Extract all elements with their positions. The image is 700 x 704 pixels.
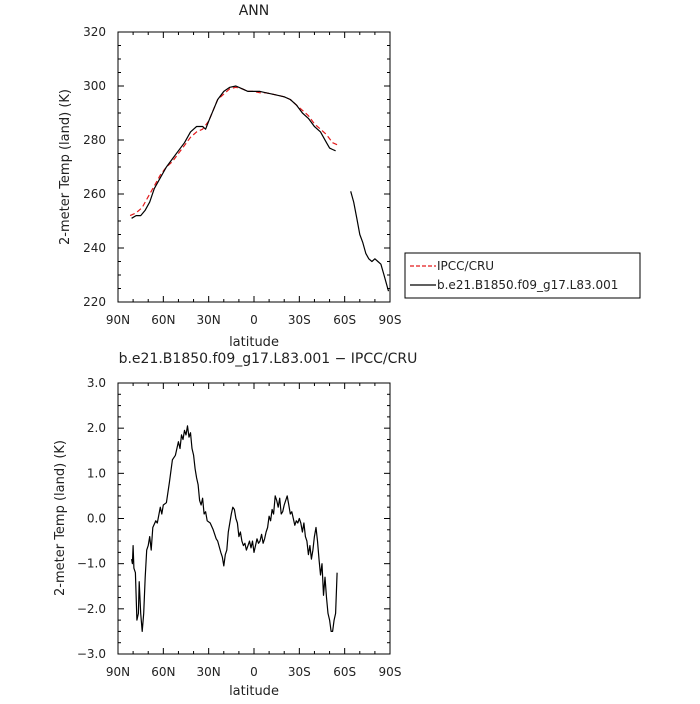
panel2-plot-frame bbox=[117, 382, 391, 655]
x-tick-label: 60N bbox=[151, 665, 175, 679]
series-line-ipcc-cru-0 bbox=[129, 86, 339, 217]
x-tick-label: 0 bbox=[250, 313, 258, 327]
x-tick-label: 90N bbox=[106, 665, 130, 679]
panel2-series-lines bbox=[131, 425, 338, 633]
x-tick-label: 0 bbox=[250, 665, 258, 679]
x-tick-label: 60S bbox=[333, 313, 356, 327]
panel1-ylabel: 2-meter Temp (land) (K) bbox=[58, 89, 73, 245]
y-tick-label: 1.0 bbox=[87, 466, 106, 480]
panel2-y-axis: −3.0 −2.0 −1.0 0.0 1.0 2.0 3.0 bbox=[77, 376, 390, 661]
y-tick-label: 300 bbox=[83, 79, 106, 93]
series-line-difference-0 bbox=[131, 425, 338, 633]
panel2-xlabel: latitude bbox=[229, 684, 279, 699]
series-line-b-e21-b1850-f09-g17-l83-001-1 bbox=[350, 191, 390, 292]
y-tick-label: 220 bbox=[83, 295, 106, 309]
panel-annual-temperature: ANN 2-meter Temp (land) (K) latitude 220… bbox=[58, 3, 401, 350]
y-tick-label: 3.0 bbox=[87, 376, 106, 390]
y-tick-label: −1.0 bbox=[77, 557, 106, 571]
panel2-x-axis: 90N 60N 30N 0 30S 60S 90S bbox=[106, 383, 402, 679]
panel1-y-axis: 220 240 260 280 300 320 bbox=[83, 25, 390, 309]
panel2-ylabel: 2-meter Temp (land) (K) bbox=[53, 440, 68, 596]
y-tick-label: 240 bbox=[83, 241, 106, 255]
x-tick-label: 90S bbox=[379, 665, 402, 679]
x-tick-label: 60N bbox=[151, 313, 175, 327]
panel-difference: b.e21.B1850.f09_g17.L83.001 − IPCC/CRU 2… bbox=[53, 351, 417, 699]
x-tick-label: 30N bbox=[197, 665, 221, 679]
y-tick-label: 0.0 bbox=[87, 512, 106, 526]
x-tick-label: 30S bbox=[288, 665, 311, 679]
legend-box bbox=[404, 252, 641, 299]
x-tick-label: 60S bbox=[333, 665, 356, 679]
y-tick-label: 260 bbox=[83, 187, 106, 201]
x-tick-label: 30N bbox=[197, 313, 221, 327]
x-tick-label: 90S bbox=[379, 313, 402, 327]
series-line-b-e21-b1850-f09-g17-l83-001-0 bbox=[131, 85, 336, 219]
legend-label-ipcc-cru: IPCC/CRU bbox=[437, 259, 494, 273]
panel1-xlabel: latitude bbox=[229, 335, 279, 350]
panel1-plot-frame bbox=[117, 31, 391, 303]
panel1-series-lines bbox=[129, 85, 390, 292]
x-tick-label: 30S bbox=[288, 313, 311, 327]
panel2-title: b.e21.B1850.f09_g17.L83.001 − IPCC/CRU bbox=[119, 351, 418, 367]
y-tick-label: −2.0 bbox=[77, 602, 106, 616]
panel1-title: ANN bbox=[239, 3, 270, 19]
y-tick-label: 280 bbox=[83, 133, 106, 147]
y-tick-label: 2.0 bbox=[87, 421, 106, 435]
y-tick-label: −3.0 bbox=[77, 647, 106, 661]
legend-label-model: b.e21.B1850.f09_g17.L83.001 bbox=[437, 278, 618, 292]
x-tick-label: 90N bbox=[106, 313, 130, 327]
legend: IPCC/CRU b.e21.B1850.f09_g17.L83.001 bbox=[404, 252, 641, 299]
panel1-x-axis: 90N 60N 30N 0 30S 60S 90S bbox=[106, 32, 402, 327]
y-tick-label: 320 bbox=[83, 25, 106, 39]
